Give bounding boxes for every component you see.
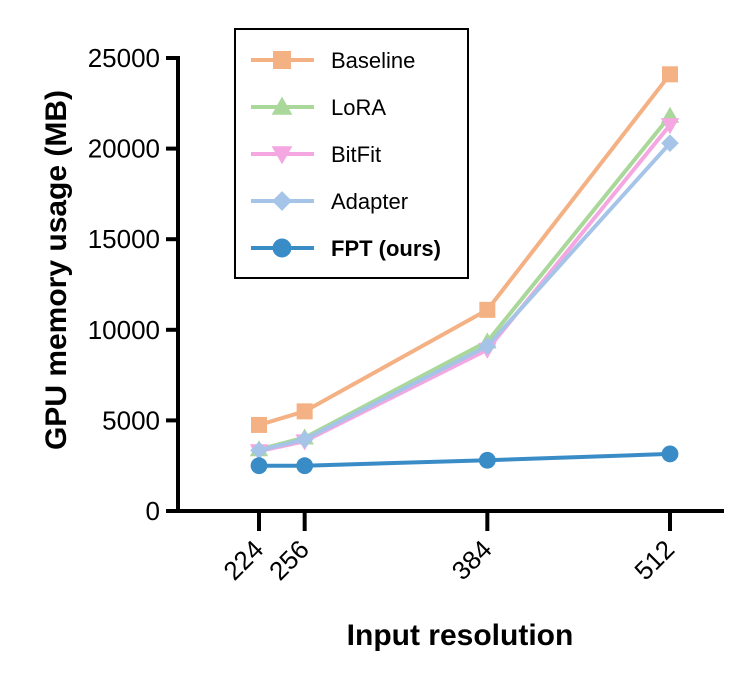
legend-label: FPT (ours)	[331, 236, 441, 261]
legend-swatch-marker	[272, 238, 292, 258]
y-axis-title: GPU memory usage (MB)	[40, 90, 73, 450]
legend-label: LoRA	[331, 95, 386, 120]
data-point	[662, 66, 678, 83]
data-point	[296, 403, 313, 420]
legend-swatch-marker	[273, 51, 291, 69]
series-adapter	[250, 134, 679, 460]
data-point	[296, 457, 314, 475]
y-tick-label: 25000	[88, 43, 160, 73]
series-line	[259, 451, 671, 468]
legend-item: BitFit	[251, 142, 381, 167]
legend-swatch-marker	[271, 96, 293, 115]
data-point	[660, 118, 680, 135]
data-point	[661, 134, 679, 152]
legend: Baseline LoRA BitFit Adapter FPT (ours)	[234, 28, 469, 279]
data-point	[478, 451, 496, 469]
legend-label: Baseline	[331, 48, 415, 73]
legend-swatch-marker	[271, 146, 293, 165]
legend-item: Adapter	[251, 189, 408, 214]
data-point	[661, 445, 679, 463]
legend-item: FPT (ours)	[251, 236, 441, 261]
series-line	[258, 141, 672, 453]
data-point	[251, 416, 267, 433]
legend-swatch-marker	[272, 191, 292, 211]
series-fpt-ours	[250, 445, 679, 475]
y-tick-label: 20000	[88, 134, 160, 164]
data-point	[479, 301, 496, 318]
y-tick-label: 0	[146, 496, 160, 526]
legend-item: LoRA	[251, 95, 386, 120]
x-tick-label: 384	[446, 534, 498, 586]
plot-area	[249, 66, 680, 475]
data-point	[478, 337, 497, 355]
legend-label: Adapter	[331, 189, 408, 214]
series-baseline	[251, 66, 678, 433]
data-point	[250, 457, 268, 475]
legend-label: BitFit	[331, 142, 381, 167]
x-axis-title: Input resolution	[347, 619, 574, 652]
x-tick-label: 224	[217, 534, 269, 586]
x-tick-label: 512	[628, 534, 680, 586]
data-point	[295, 430, 314, 449]
series-line	[258, 73, 672, 427]
legend-item: Baseline	[251, 48, 415, 73]
data-point	[250, 441, 268, 460]
y-tick-label: 10000	[88, 315, 160, 345]
y-tick-label: 5000	[102, 405, 160, 435]
y-tick-label: 15000	[88, 224, 160, 254]
x-tick-label: 256	[263, 534, 315, 586]
